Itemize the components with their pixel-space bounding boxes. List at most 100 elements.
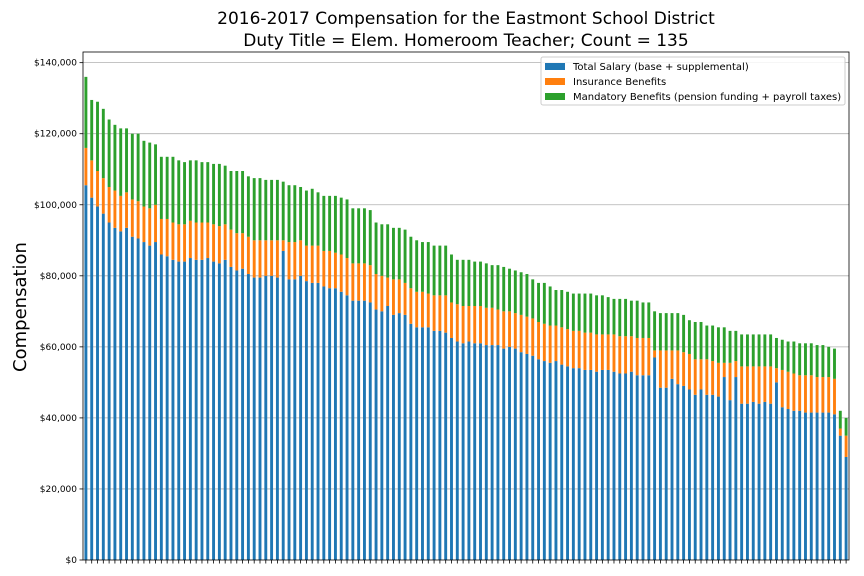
- bar-segment-3: [821, 345, 825, 378]
- bar-segment-1: [380, 311, 384, 560]
- bar-segment-3: [165, 156, 169, 219]
- bar-segment-3: [775, 337, 778, 369]
- bar-segment-2: [827, 377, 831, 413]
- bar-segment-1: [624, 373, 628, 560]
- bar-segment-2: [252, 240, 256, 278]
- bar-segment-3: [833, 348, 836, 379]
- bar-segment-3: [328, 195, 332, 251]
- bar-segment-2: [212, 224, 216, 262]
- bar-segment-3: [188, 160, 192, 221]
- bar-segment-3: [624, 298, 628, 337]
- bar-segment-3: [496, 265, 500, 310]
- bar-segment-1: [537, 359, 540, 560]
- bar-segment-1: [392, 314, 395, 560]
- bar-segment-2: [786, 371, 790, 410]
- bar-segment-1: [548, 362, 552, 560]
- bar-segment-2: [235, 233, 239, 271]
- bar-segment-1: [194, 259, 198, 560]
- bar-segment-1: [682, 385, 686, 560]
- bar-segment-2: [722, 362, 726, 378]
- bar-segment-3: [467, 259, 471, 306]
- legend-swatch-1: [545, 63, 565, 70]
- bar-segment-1: [235, 270, 239, 560]
- bar-segment-3: [461, 259, 465, 306]
- bar-segment-2: [107, 186, 111, 223]
- bar-segment-2: [658, 350, 662, 388]
- bar-segment-1: [455, 341, 459, 560]
- bar-segment-3: [519, 272, 523, 315]
- bar-segment-3: [455, 259, 459, 305]
- plot-frame: [82, 51, 850, 561]
- bar-segment-2: [833, 378, 836, 415]
- bar-segment-2: [90, 160, 94, 198]
- bar-segment-2: [600, 334, 604, 370]
- bar-segment-2: [473, 306, 477, 344]
- bar-segment-2: [711, 361, 715, 395]
- bar-segment-3: [450, 254, 453, 303]
- bar-segment-3: [421, 242, 424, 292]
- bar-segment-3: [641, 302, 645, 338]
- bar-segment-1: [600, 369, 604, 560]
- y-axis-label: Compensation: [10, 242, 31, 372]
- bar-segment-1: [461, 343, 465, 560]
- bar-segment-3: [316, 192, 320, 246]
- bar-segment-1: [241, 268, 245, 560]
- bar-segment-1: [217, 263, 221, 560]
- bar-segment-1: [606, 369, 610, 560]
- bar-segment-2: [740, 366, 744, 404]
- bar-segment-1: [740, 403, 744, 560]
- bar-segment-3: [566, 291, 570, 330]
- bar-segment-2: [223, 224, 227, 260]
- bar-segment-1: [229, 266, 233, 560]
- bar-segment-3: [345, 199, 349, 259]
- bar-segment-2: [502, 311, 506, 349]
- bar-segment-2: [328, 250, 332, 289]
- bar-segment-2: [589, 332, 593, 370]
- y-tick-label: $100,000: [34, 201, 77, 211]
- bar-segment-2: [461, 306, 465, 344]
- bar-segment-2: [705, 359, 709, 395]
- bar-segment-3: [212, 163, 216, 225]
- bar-segment-2: [84, 147, 88, 186]
- bar-segment-1: [299, 275, 303, 560]
- bar-segment-3: [107, 119, 111, 187]
- bar-segment-2: [188, 220, 192, 259]
- bar-segment-3: [525, 274, 529, 317]
- bar-segment-2: [125, 192, 128, 228]
- bar-segment-3: [629, 300, 633, 337]
- bar-segment-3: [769, 334, 773, 367]
- bar-segment-1: [728, 400, 732, 560]
- bar-segment-1: [525, 353, 529, 560]
- bar-segment-1: [450, 337, 453, 560]
- bar-segment-2: [159, 218, 163, 255]
- bar-segment-1: [223, 259, 227, 560]
- bar-segment-2: [757, 366, 761, 404]
- bar-segment-3: [374, 222, 378, 275]
- bar-segment-3: [502, 266, 506, 312]
- chart-title-line-2: Duty Title = Elem. Homeroom Teacher; Cou…: [243, 31, 688, 51]
- bar-segment-2: [769, 366, 773, 404]
- bar-segment-2: [386, 277, 390, 306]
- bar-segment-1: [473, 343, 477, 560]
- bar-segment-3: [339, 197, 343, 255]
- bar-segment-2: [687, 353, 691, 390]
- bar-segment-2: [537, 321, 540, 360]
- bar-segment-1: [421, 327, 424, 560]
- bar-segment-1: [531, 355, 535, 560]
- bar-segment-1: [658, 387, 662, 560]
- bar-segment-2: [351, 263, 355, 301]
- bar-segment-2: [200, 222, 204, 260]
- bar-segment-1: [542, 361, 546, 560]
- bar-segment-2: [490, 307, 494, 346]
- bar-segment-1: [479, 343, 482, 560]
- bar-segment-3: [362, 208, 366, 264]
- bar-segment-2: [548, 325, 552, 363]
- bar-segment-3: [206, 162, 210, 223]
- bar-segment-3: [699, 321, 703, 360]
- bar-segment-2: [171, 222, 175, 260]
- bar-segment-2: [612, 334, 616, 372]
- bar-segment-3: [508, 268, 511, 312]
- bar-segment-2: [374, 274, 378, 310]
- bar-segment-1: [159, 254, 163, 561]
- bar-segment-3: [745, 334, 749, 367]
